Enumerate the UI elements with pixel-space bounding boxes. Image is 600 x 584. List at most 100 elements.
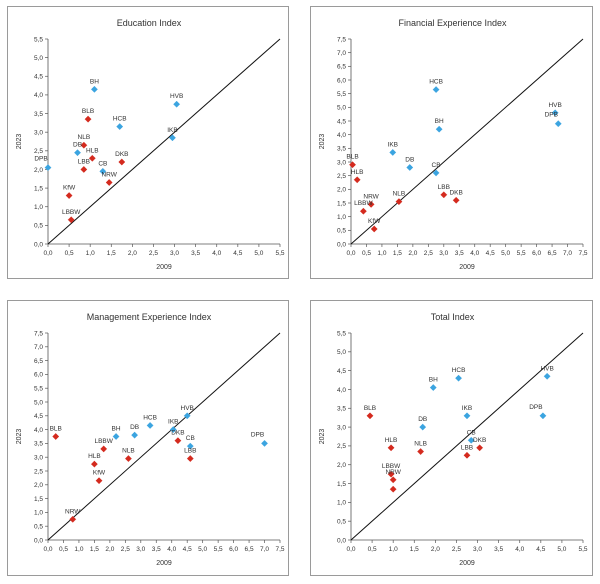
financial-experience-index-x-tick-label: 7,5 <box>578 250 587 257</box>
total-index-x-tick-label: 5,5 <box>578 546 587 553</box>
management-experience-index-y-tick-label: 5,5 <box>34 386 43 393</box>
financial-experience-index-point-lbb-label: LBB <box>438 184 450 191</box>
total-index-point-hcb <box>455 374 462 382</box>
financial-experience-index-x-tick-label: 0,5 <box>362 250 371 257</box>
financial-experience-index-point-cb <box>432 169 440 177</box>
management-experience-index-point-blb-label: BLB <box>50 426 62 433</box>
education-index-point-lbb-label: LBB <box>78 158 90 165</box>
total-index-diagonal-line <box>350 332 584 541</box>
total-index-y-axis-label: 2023 <box>319 429 326 445</box>
financial-experience-index-y-tick-label: 2,5 <box>337 173 346 180</box>
management-experience-index-y-tick-label: 7,5 <box>34 330 43 337</box>
management-experience-index-x-tick-label: 5,0 <box>198 546 207 553</box>
education-index-y-tick-label: 0,0 <box>34 241 43 248</box>
education-index-y-tick-label: 5,5 <box>34 36 43 43</box>
management-experience-index-point-nlb <box>125 455 132 462</box>
management-experience-index-point-ikb <box>169 426 177 434</box>
management-experience-index-point-db-label: DB <box>130 424 139 431</box>
financial-experience-index-point-hcb <box>432 86 440 93</box>
total-index-point-dkb-label: DKB <box>473 437 486 444</box>
education-index-point-kfw-label: KfW <box>63 185 76 192</box>
management-experience-index-y-tick-label: 5,0 <box>34 399 43 406</box>
management-experience-index-y-tick-label: 1,5 <box>34 496 43 503</box>
management-experience-index-point-bh <box>112 433 120 440</box>
financial-experience-index-point-lbb <box>440 191 448 199</box>
financial-experience-index-x-axis-label: 2009 <box>459 264 475 271</box>
management-experience-index-point-lbb <box>186 455 194 462</box>
total-index-y-tick-label: 5,0 <box>337 349 346 356</box>
management-experience-index-x-tick-label: 4,5 <box>183 546 192 553</box>
financial-experience-index-y-tick-label: 5,0 <box>337 105 346 112</box>
education-index-point-nrw-label: NRW <box>101 172 117 179</box>
total-index-x-axis-label: 2009 <box>459 560 475 567</box>
management-experience-index-y-tick-label: 2,5 <box>34 468 43 475</box>
education-index-point-hcb <box>116 123 124 131</box>
management-experience-index-x-tick-label: 3,0 <box>136 546 145 553</box>
financial-experience-index-point-dkb-label: DKB <box>449 189 462 196</box>
education-index-point-nrw <box>105 179 113 186</box>
education-index-point-hlb-label: HLB <box>86 147 99 154</box>
management-experience-index-point-hcb <box>146 422 154 429</box>
education-index-point-cb <box>99 167 107 175</box>
financial-experience-index-point-dpb <box>554 120 562 128</box>
total-index-point-ikb-label: IKB <box>462 405 472 412</box>
financial-experience-index-chart: Financial Experience Index 0,0 0,5 1,0 1,5 2,… <box>310 6 593 279</box>
financial-experience-index-x-tick-label: 6,0 <box>532 250 541 257</box>
total-index-y-tick-label: 3,5 <box>337 406 346 413</box>
financial-experience-index-x-tick-label: 5,0 <box>501 250 510 257</box>
management-experience-index-y-tick-label: 6,0 <box>34 372 43 379</box>
education-index-y-tick-label: 1,0 <box>34 204 43 211</box>
total-index-point-nrw <box>389 476 397 484</box>
total-index-x-tick-label: 2,5 <box>452 546 461 553</box>
total-index-point-blb-label: BLB <box>364 405 376 412</box>
management-experience-index-x-tick-label: 0,5 <box>59 546 68 553</box>
financial-experience-index-point-kfw <box>370 225 378 233</box>
financial-experience-index-point-lbbw-label: LBBW <box>354 200 373 207</box>
total-index-y-tick-label: 5,5 <box>337 330 346 337</box>
education-index-x-tick-label: 4,0 <box>212 250 221 257</box>
management-experience-index-y-tick-label: 7,0 <box>34 344 43 351</box>
total-index-point-hcb-label: HCB <box>452 367 466 374</box>
financial-experience-index-point-nlb <box>395 198 403 206</box>
financial-experience-index-point-db-label: DB <box>405 156 414 163</box>
management-experience-index-point-lbbw <box>100 445 108 453</box>
financial-experience-index-point-kfw-label: KfW <box>368 218 381 225</box>
management-experience-index-y-tick-label: 0,0 <box>34 537 43 544</box>
financial-experience-index-point-blb <box>349 161 356 169</box>
education-index-y-tick-label: 2,0 <box>34 167 43 174</box>
management-experience-index-x-tick-label: 1,0 <box>74 546 83 553</box>
management-experience-index-point-dkb-label: DKB <box>171 430 184 437</box>
total-index-point-dkb <box>476 444 484 452</box>
total-index-point-hlb-label: HLB <box>385 437 398 444</box>
total-index-x-tick-label: 5,0 <box>557 546 566 553</box>
management-experience-index-point-kfw <box>95 477 103 485</box>
total-index-x-tick-label: 3,5 <box>494 546 503 553</box>
education-index-x-tick-label: 5,0 <box>254 250 263 257</box>
education-index-point-lbbw-label: LBBW <box>62 209 81 216</box>
total-index-x-tick-label: 4,5 <box>536 546 545 553</box>
financial-experience-index-x-tick-label: 4,5 <box>486 250 495 257</box>
financial-experience-index-point-nlb-label: NLB <box>393 191 406 198</box>
total-index-point-dpb <box>539 412 547 420</box>
financial-experience-index-y-tick-label: 4,5 <box>337 118 346 125</box>
total-index-chart: Total Index 0,0 0,5 1,0 1,5 2,0 2,5 3,0 3,5 4,0 4,… <box>310 300 593 576</box>
education-index-x-tick-label: 4,5 <box>233 250 242 257</box>
total-index-y-tick-label: 1,5 <box>337 481 346 488</box>
management-experience-index-y-axis-label: 2023 <box>16 429 23 445</box>
management-experience-index-point-hcb-label: HCB <box>143 414 157 421</box>
total-index-point-ikb <box>463 412 471 420</box>
management-experience-index-chart: Management Experience Index 0,0 0,5 1,0 1,5 2… <box>7 300 289 576</box>
financial-experience-index-y-tick-label: 3,0 <box>337 159 346 166</box>
total-index-point-lbbw-label: LBBW <box>382 463 401 470</box>
financial-experience-index-point-nrw <box>367 200 375 208</box>
management-experience-index-y-tick-label: 3,5 <box>34 441 43 448</box>
management-experience-index-point-nrw-label: NRW <box>65 508 81 515</box>
management-experience-index-title: Management Experience Index <box>87 312 212 322</box>
financial-experience-index-point-lbbw <box>359 207 367 215</box>
financial-experience-index-y-tick-label: 1,0 <box>337 214 346 221</box>
total-index-y-tick-label: 0,5 <box>337 518 346 525</box>
education-index-x-tick-label: 0,5 <box>65 250 74 257</box>
education-index-point-lbbw <box>67 216 75 224</box>
management-experience-index-point-hlb-label: HLB <box>88 453 101 460</box>
financial-experience-index-point-hvb <box>551 109 559 117</box>
